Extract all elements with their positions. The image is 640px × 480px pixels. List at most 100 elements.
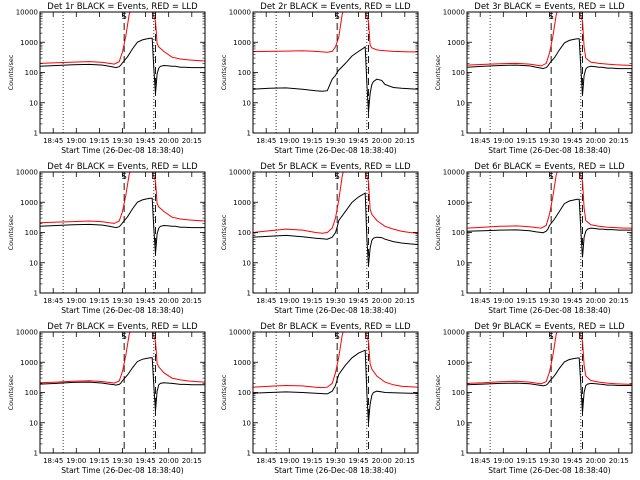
x-tick-label: 20:15	[182, 297, 202, 305]
x-axis-label: Start Time (26-Dec-08 18:38:40)	[61, 466, 183, 475]
y-tick-label: 1	[461, 130, 465, 138]
x-tick-label: 20:00	[372, 457, 392, 465]
events-series-line	[253, 45, 418, 112]
x-tick-label: 19:00	[279, 137, 299, 145]
x-axis-label: Start Time (26-Dec-08 18:38:40)	[61, 146, 183, 155]
interval-marker-label: S	[549, 332, 554, 341]
y-tick-label: 100	[25, 69, 38, 77]
x-tick-label: 20:15	[395, 457, 415, 465]
chart-panel: Det 2r BLACK = Events, RED = LLD 1 10 100 10…	[220, 2, 419, 155]
chart-panel: Det 7r BLACK = Events, RED = LLD 1 10 100 10…	[7, 322, 206, 475]
interval-marker-label: E	[364, 172, 369, 181]
chart-panel: Det 9r BLACK = Events, RED = LLD 1 10 100 10…	[434, 322, 633, 475]
y-tick-label: 10000	[443, 169, 465, 177]
x-tick-label: 19:45	[349, 457, 369, 465]
plot-frame	[466, 331, 633, 454]
y-tick-label: 1000	[447, 199, 465, 207]
chart-panel: Det 5r BLACK = Events, RED = LLD 1 10 100 10…	[220, 162, 419, 315]
x-tick-label: 19:00	[66, 457, 86, 465]
y-tick-label: 1000	[233, 39, 251, 47]
x-tick-label: 19:30	[539, 457, 559, 465]
x-tick-label: 20:15	[182, 137, 202, 145]
chart-title: Det 9r BLACK = Events, RED = LLD	[474, 322, 625, 332]
series-group	[253, 332, 418, 423]
x-tick-label: 19:30	[539, 297, 559, 305]
y-tick-label: 10	[29, 259, 38, 267]
x-axis-label: Start Time (26-Dec-08 18:38:40)	[61, 306, 183, 315]
y-tick-label: 1	[461, 450, 465, 458]
series-group	[253, 172, 418, 266]
events-series-line	[40, 357, 205, 411]
y-axis-label: Counts/sec	[434, 374, 442, 410]
interval-marker-label: E	[578, 172, 583, 181]
y-axis-label: Counts/sec	[220, 54, 228, 90]
chart-title: Det 4r BLACK = Events, RED = LLD	[47, 162, 198, 172]
y-tick-label: 1	[247, 450, 251, 458]
plot-frame	[39, 171, 206, 294]
y-tick-label: 100	[452, 389, 465, 397]
x-tick-label: 19:00	[279, 297, 299, 305]
interval-marker-label: E	[151, 12, 156, 21]
series-group	[467, 172, 632, 258]
x-tick-label: 18:45	[43, 297, 63, 305]
interval-marker-label: E	[151, 172, 156, 181]
y-axis-label: Counts/sec	[7, 374, 15, 410]
events-series-line	[467, 357, 632, 413]
plot-frame	[466, 171, 633, 294]
x-tick-label: 19:15	[302, 457, 322, 465]
x-tick-label: 19:15	[516, 297, 536, 305]
x-axis-label: Start Time (26-Dec-08 18:38:40)	[274, 306, 396, 315]
y-tick-label: 1000	[447, 359, 465, 367]
x-axis-label: Start Time (26-Dec-08 18:38:40)	[274, 146, 396, 155]
lld-series-line	[40, 12, 205, 65]
y-tick-label: 1	[461, 290, 465, 298]
x-tick-label: 19:45	[136, 137, 156, 145]
y-tick-label: 10	[242, 419, 251, 427]
events-series-line	[40, 197, 205, 254]
lld-series-line	[467, 12, 632, 67]
x-tick-label: 19:15	[302, 297, 322, 305]
x-tick-label: 20:15	[395, 297, 415, 305]
plot-frame	[466, 11, 633, 134]
y-tick-label: 10000	[443, 329, 465, 337]
y-tick-label: 1000	[447, 39, 465, 47]
x-tick-label: 18:45	[43, 457, 63, 465]
x-tick-label: 19:15	[89, 457, 109, 465]
x-tick-label: 20:15	[395, 137, 415, 145]
y-tick-label: 1	[247, 290, 251, 298]
series-group	[40, 172, 205, 254]
x-tick-label: 19:00	[66, 297, 86, 305]
series-group	[467, 332, 632, 413]
interval-marker-label: S	[549, 12, 554, 21]
y-axis-label: Counts/sec	[7, 214, 15, 250]
events-series-line	[253, 349, 418, 423]
y-tick-label: 10	[242, 259, 251, 267]
y-tick-label: 10000	[229, 169, 251, 177]
interval-marker-label: S	[122, 332, 127, 341]
x-tick-label: 19:45	[563, 137, 583, 145]
y-tick-label: 10000	[229, 9, 251, 17]
interval-marker-label: S	[335, 172, 340, 181]
x-tick-label: 20:00	[159, 297, 179, 305]
y-tick-label: 10000	[16, 9, 38, 17]
x-tick-label: 19:15	[516, 457, 536, 465]
interval-marker-label: E	[364, 12, 369, 21]
lld-series-line	[40, 332, 205, 384]
x-tick-label: 18:45	[470, 297, 490, 305]
x-tick-label: 19:30	[112, 457, 132, 465]
x-axis-label: Start Time (26-Dec-08 18:38:40)	[488, 466, 610, 475]
x-tick-label: 18:45	[256, 457, 276, 465]
x-tick-label: 19:30	[112, 137, 132, 145]
series-group	[40, 332, 205, 411]
y-tick-label: 10000	[443, 9, 465, 17]
x-axis-label: Start Time (26-Dec-08 18:38:40)	[488, 306, 610, 315]
x-tick-label: 20:15	[609, 457, 629, 465]
y-tick-label: 10	[29, 419, 38, 427]
x-tick-label: 19:15	[516, 137, 536, 145]
y-tick-label: 100	[238, 229, 251, 237]
series-group	[40, 12, 205, 94]
x-tick-label: 18:45	[470, 137, 490, 145]
plot-frame	[39, 331, 206, 454]
lld-series-line	[40, 172, 205, 224]
x-tick-label: 19:45	[136, 457, 156, 465]
